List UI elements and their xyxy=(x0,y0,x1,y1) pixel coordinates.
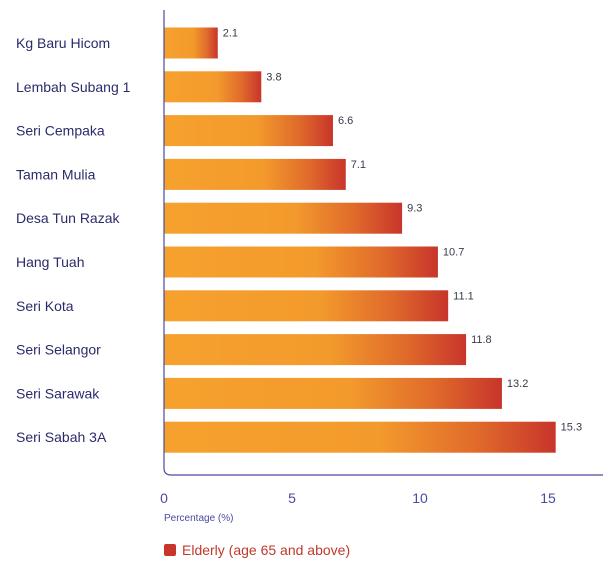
bar-7 xyxy=(164,290,449,322)
x-tick-label: 15 xyxy=(540,490,556,506)
data-label: 6.6 xyxy=(338,115,353,127)
data-label: 15.3 xyxy=(561,422,582,434)
data-label: 11.8 xyxy=(471,334,492,346)
legend: Elderly (age 65 and above) xyxy=(164,542,350,558)
category-label: Taman Mulia xyxy=(16,166,96,182)
bar-9 xyxy=(164,377,502,409)
category-label: Seri Kota xyxy=(16,298,74,314)
category-label: Desa Tun Razak xyxy=(16,210,120,226)
bar-1 xyxy=(164,27,218,59)
data-label: 13.2 xyxy=(507,378,528,390)
data-label: 10.7 xyxy=(443,247,464,259)
bar-3 xyxy=(164,115,333,147)
category-label: Seri Sarawak xyxy=(16,385,100,401)
category-labels: Kg Baru Hicom Lembah Subang 1 Seri Cempaka… xyxy=(16,35,131,445)
bar-6 xyxy=(164,246,438,278)
bars-layer xyxy=(164,27,556,453)
bar-10 xyxy=(164,421,556,453)
category-label: Kg Baru Hicom xyxy=(16,35,110,51)
bar-2 xyxy=(164,71,262,103)
category-label: Hang Tuah xyxy=(16,254,85,270)
legend-swatch xyxy=(164,544,176,556)
category-label: Lembah Subang 1 xyxy=(16,79,131,95)
data-label: 11.1 xyxy=(453,290,474,302)
legend-label: Elderly (age 65 and above) xyxy=(182,542,350,558)
x-tick-label: 5 xyxy=(288,490,296,506)
bar-8 xyxy=(164,334,467,366)
data-label: 9.3 xyxy=(407,203,422,215)
data-label: 2.1 xyxy=(223,28,238,40)
data-label: 7.1 xyxy=(351,159,366,171)
bar-4 xyxy=(164,158,346,190)
data-labels: 2.1 3.8 6.6 7.1 9.3 10.7 11.1 11.8 13.2 15.3 xyxy=(223,28,582,434)
category-label: Seri Cempaka xyxy=(16,123,105,139)
x-tick-label: 10 xyxy=(412,490,428,506)
x-axis-title: Percentage (%) xyxy=(164,513,233,524)
x-tick-label: 0 xyxy=(160,490,168,506)
category-label: Seri Sabah 3A xyxy=(16,429,107,445)
bar-5 xyxy=(164,202,403,234)
data-label: 3.8 xyxy=(266,71,281,83)
x-tick-labels: 0 5 10 15 xyxy=(160,490,556,506)
category-label: Seri Selangor xyxy=(16,342,101,358)
y-axis-line xyxy=(163,10,603,476)
